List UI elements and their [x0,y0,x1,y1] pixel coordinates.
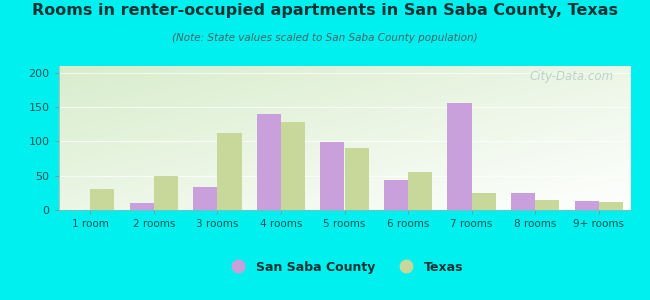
Legend: San Saba County, Texas: San Saba County, Texas [221,256,468,279]
Bar [217,133,242,210]
Bar [408,172,432,210]
Bar [447,103,472,210]
Bar [511,193,535,210]
Bar [320,142,344,210]
Bar [130,203,154,210]
Bar [575,201,599,210]
Bar [344,148,369,210]
Bar [154,176,178,210]
Bar [599,202,623,210]
Bar [257,114,281,210]
Bar [384,180,408,210]
Text: (Note: State values scaled to San Saba County population): (Note: State values scaled to San Saba C… [172,33,478,43]
Bar [90,189,114,210]
Bar [193,188,217,210]
Bar [535,200,559,210]
Text: Rooms in renter-occupied apartments in San Saba County, Texas: Rooms in renter-occupied apartments in S… [32,3,618,18]
Bar [281,122,305,210]
Text: City-Data.com: City-Data.com [529,70,614,83]
Bar [472,193,496,210]
